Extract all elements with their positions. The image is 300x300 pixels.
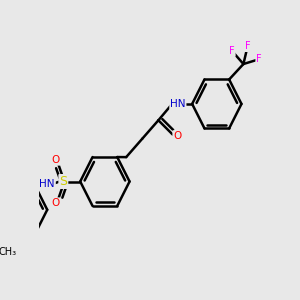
Text: O: O [51, 198, 60, 208]
Text: F: F [256, 54, 262, 64]
Text: CH₃: CH₃ [0, 247, 16, 257]
Text: HN: HN [40, 179, 55, 190]
Text: F: F [229, 46, 235, 56]
Text: HN: HN [170, 99, 186, 109]
Text: O: O [173, 131, 182, 141]
Text: S: S [59, 175, 67, 188]
Text: O: O [51, 155, 60, 165]
Text: F: F [245, 41, 250, 51]
